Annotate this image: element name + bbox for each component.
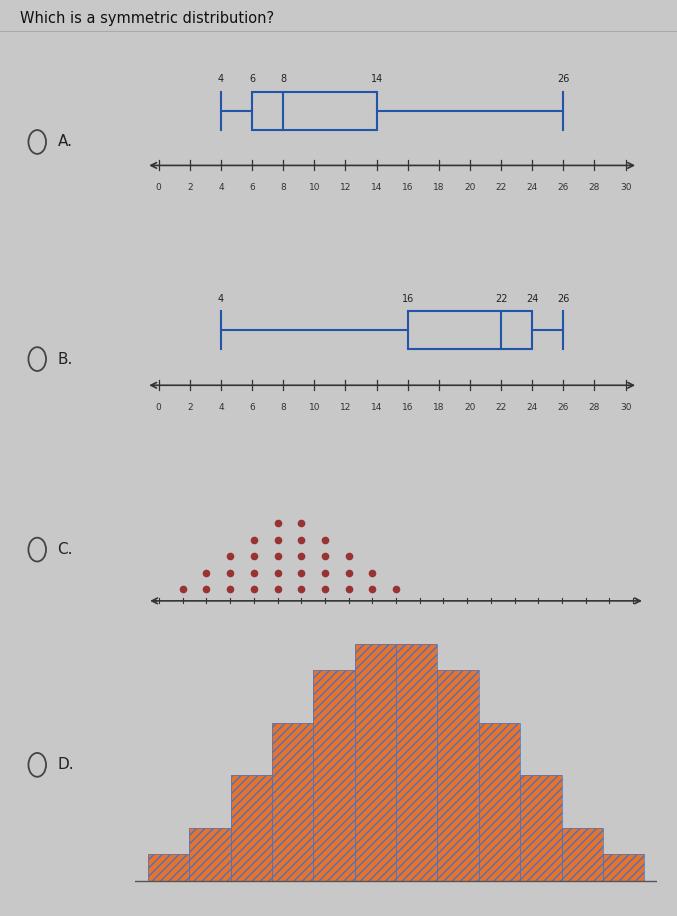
Text: 20: 20 [464,403,476,412]
Text: 14: 14 [370,73,383,83]
Bar [479,723,520,880]
Text: 4: 4 [218,73,224,83]
Text: 0: 0 [156,183,162,192]
Bar [148,855,189,880]
Text: D.: D. [58,758,74,772]
Bar [561,828,603,880]
Text: 2: 2 [187,403,193,412]
Bar [355,644,396,880]
Text: 24: 24 [527,403,538,412]
Text: 8: 8 [280,73,286,83]
Bar [148,855,189,880]
Bar [272,723,313,880]
Text: 4: 4 [218,403,224,412]
Text: 16: 16 [402,183,414,192]
Text: 18: 18 [433,403,445,412]
Bar [437,671,479,880]
Text: 6: 6 [249,183,255,192]
Text: 14: 14 [371,403,383,412]
Bar [189,828,231,880]
Bar [272,723,313,880]
Text: 10: 10 [309,183,320,192]
Text: Which is a symmetric distribution?: Which is a symmetric distribution? [20,11,274,26]
Text: 12: 12 [340,403,351,412]
Text: A.: A. [58,135,72,149]
Text: 8: 8 [280,183,286,192]
Text: C.: C. [58,542,73,557]
Text: 24: 24 [526,293,538,303]
Text: 22: 22 [496,403,506,412]
Text: 0: 0 [156,403,162,412]
Text: 16: 16 [402,403,414,412]
Bar [355,644,396,880]
Text: 28: 28 [589,403,600,412]
Text: 16: 16 [401,293,414,303]
Bar [437,671,479,880]
Text: 6: 6 [249,403,255,412]
Text: 30: 30 [620,183,632,192]
Text: B.: B. [58,352,73,366]
Text: 26: 26 [557,293,569,303]
Text: 26: 26 [557,73,569,83]
Text: 18: 18 [433,183,445,192]
Text: 4: 4 [218,183,224,192]
Bar [313,671,355,880]
Text: 6: 6 [249,73,255,83]
Bar [313,671,355,880]
Text: 28: 28 [589,183,600,192]
Text: 14: 14 [371,183,383,192]
Text: 26: 26 [558,403,569,412]
Bar [520,776,561,880]
Bar [231,776,272,880]
Text: 24: 24 [527,183,538,192]
Text: 12: 12 [340,183,351,192]
Bar [396,644,437,880]
Text: 30: 30 [620,403,632,412]
Bar [479,723,520,880]
Bar [231,776,272,880]
Text: 22: 22 [495,293,507,303]
Text: 4: 4 [218,293,224,303]
Text: 10: 10 [309,403,320,412]
Text: 2: 2 [187,183,193,192]
Bar [520,776,561,880]
Text: 20: 20 [464,183,476,192]
Text: 26: 26 [558,183,569,192]
Bar [189,828,231,880]
Text: 22: 22 [496,183,506,192]
Bar [396,644,437,880]
Bar [561,828,603,880]
Text: 8: 8 [280,403,286,412]
Bar [603,855,645,880]
Bar [603,855,645,880]
